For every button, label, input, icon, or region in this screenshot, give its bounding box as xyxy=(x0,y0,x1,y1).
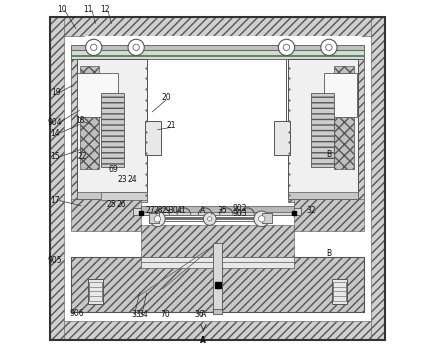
Text: 35: 35 xyxy=(217,206,227,214)
Text: 906: 906 xyxy=(69,309,84,318)
Text: 904: 904 xyxy=(47,118,62,127)
Circle shape xyxy=(149,211,165,226)
Bar xyxy=(88,279,102,304)
Text: 15: 15 xyxy=(50,153,59,162)
Text: 41: 41 xyxy=(176,206,186,214)
Circle shape xyxy=(90,44,97,50)
Circle shape xyxy=(133,44,139,50)
Bar xyxy=(141,225,293,257)
Bar xyxy=(310,93,333,167)
Text: 11: 11 xyxy=(83,5,93,14)
Text: 34: 34 xyxy=(138,310,148,319)
Bar xyxy=(323,73,356,118)
Bar xyxy=(71,257,363,312)
Bar xyxy=(77,192,146,199)
Text: 32: 32 xyxy=(306,206,315,214)
Bar xyxy=(71,45,363,50)
Text: 17: 17 xyxy=(50,196,59,205)
Text: 25: 25 xyxy=(106,200,116,208)
Circle shape xyxy=(85,39,102,55)
Text: 10: 10 xyxy=(57,5,66,14)
Bar xyxy=(288,59,363,202)
Text: 18: 18 xyxy=(76,116,85,125)
Bar xyxy=(71,257,363,312)
Bar xyxy=(273,121,289,154)
Circle shape xyxy=(154,216,160,222)
Text: 19: 19 xyxy=(51,88,60,97)
Bar xyxy=(333,66,353,169)
Circle shape xyxy=(253,211,269,226)
Text: 903: 903 xyxy=(232,209,246,218)
Circle shape xyxy=(207,217,211,221)
Bar xyxy=(101,192,146,201)
Text: 24: 24 xyxy=(127,175,136,184)
Bar xyxy=(85,36,361,321)
Text: 23: 23 xyxy=(118,175,127,184)
Bar xyxy=(145,121,161,154)
Text: 12: 12 xyxy=(100,5,110,14)
Circle shape xyxy=(203,213,216,225)
Text: 902: 902 xyxy=(232,204,246,213)
Bar xyxy=(71,59,146,202)
Text: 20: 20 xyxy=(161,93,170,103)
Text: A: A xyxy=(200,206,205,214)
Bar xyxy=(79,66,99,169)
Bar xyxy=(101,93,124,167)
Text: A: A xyxy=(200,336,206,345)
Bar xyxy=(49,17,64,340)
Text: 22: 22 xyxy=(78,153,87,162)
Bar xyxy=(288,192,357,199)
Text: B: B xyxy=(326,248,331,258)
Text: B: B xyxy=(326,150,331,159)
Bar xyxy=(141,207,293,212)
Text: 26: 26 xyxy=(116,200,126,208)
Text: 27: 27 xyxy=(145,206,155,214)
Bar xyxy=(49,17,385,36)
Bar xyxy=(77,59,146,199)
Circle shape xyxy=(320,39,336,55)
Text: 33: 33 xyxy=(131,310,141,319)
Text: 70: 70 xyxy=(160,310,170,319)
Bar xyxy=(77,73,118,118)
Text: 28: 28 xyxy=(153,206,163,214)
Bar xyxy=(141,257,293,268)
Bar xyxy=(213,243,222,312)
Bar xyxy=(261,213,272,223)
Circle shape xyxy=(128,39,144,55)
Bar xyxy=(332,279,346,304)
Text: 30: 30 xyxy=(168,206,178,214)
Bar xyxy=(212,310,222,313)
Text: A: A xyxy=(200,310,206,319)
Text: 14: 14 xyxy=(50,129,59,138)
Bar xyxy=(49,321,385,340)
Bar xyxy=(77,59,146,199)
Bar xyxy=(370,17,385,340)
Bar xyxy=(288,59,357,199)
Circle shape xyxy=(283,44,289,50)
Text: 29: 29 xyxy=(161,206,170,214)
Bar xyxy=(71,199,141,230)
Circle shape xyxy=(325,44,331,50)
Bar xyxy=(293,199,363,230)
Bar xyxy=(288,59,357,199)
Bar xyxy=(148,213,159,223)
Circle shape xyxy=(258,216,264,222)
Text: 905: 905 xyxy=(47,256,62,265)
Bar xyxy=(132,208,300,215)
Bar xyxy=(71,50,363,59)
Text: 21: 21 xyxy=(166,121,175,130)
Text: 69: 69 xyxy=(108,165,118,174)
Text: 36: 36 xyxy=(194,310,204,319)
Circle shape xyxy=(278,39,294,55)
